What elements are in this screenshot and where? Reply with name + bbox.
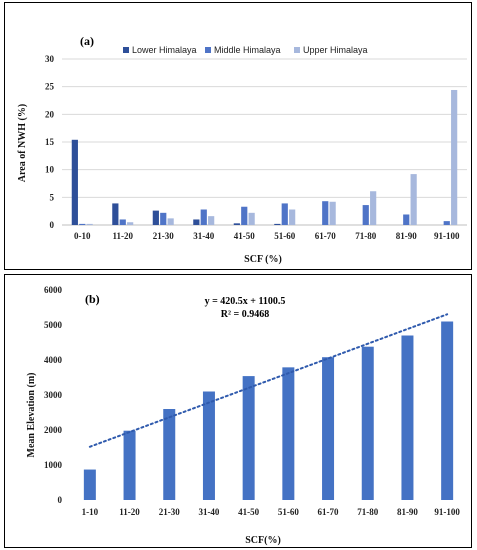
bar-upper-himalaya: [248, 212, 255, 225]
bar-middle-himalaya: [79, 223, 86, 225]
trendline: [88, 313, 449, 448]
y-tick-label-a: 5: [50, 192, 55, 202]
x-tick-label-a: 31-40: [193, 231, 214, 241]
x-tick-label-b: 31-40: [198, 507, 219, 517]
x-tick-label-b: 41-50: [238, 507, 259, 517]
y-axis-title-b: Mean Elevation (m): [26, 373, 37, 458]
x-tick-label-a: 51-60: [274, 231, 295, 241]
bar-upper-himalaya: [167, 218, 174, 225]
y-tick-label-b: 3000: [44, 390, 63, 400]
bar-upper-himalaya: [127, 222, 134, 225]
legend-swatch: [205, 47, 211, 53]
chart-b-svg: (b) Mean Elevation (m) SCF(%) y = 420.5x…: [26, 285, 460, 546]
legend-swatch: [294, 47, 300, 53]
r-squared-label: R² = 0.9468: [221, 309, 269, 320]
bar-mean-elevation: [441, 321, 454, 500]
chart-panel-b: (b) Mean Elevation (m) SCF(%) y = 420.5x…: [4, 274, 472, 548]
bar-mean-elevation: [163, 409, 176, 500]
bar-middle-himalaya: [119, 219, 126, 225]
y-tick-label-a: 30: [45, 54, 55, 64]
bar-mean-elevation: [282, 367, 295, 500]
x-tick-label-b: 1-10: [82, 507, 99, 517]
x-tick-label-a: 61-70: [315, 231, 336, 241]
y-tick-label-b: 1000: [44, 460, 63, 470]
y-tick-label-b: 0: [58, 495, 63, 505]
bar-upper-himalaya: [451, 89, 458, 225]
bar-mean-elevation: [123, 430, 136, 500]
y-tick-label-a: 10: [45, 165, 55, 175]
bar-middle-himalaya: [241, 206, 248, 225]
x-axis-title-b: SCF(%): [245, 535, 281, 546]
y-axis-title-a: Area of NWH (%): [17, 104, 28, 182]
x-tick-label-a: 0-10: [74, 231, 91, 241]
bar-middle-himalaya: [322, 201, 329, 225]
y-tick-label-b: 4000: [44, 355, 63, 365]
y-tick-label-b: 5000: [44, 320, 63, 330]
bar-upper-himalaya: [410, 174, 417, 225]
bar-lower-himalaya: [233, 223, 240, 225]
x-tick-label-b: 21-30: [159, 507, 180, 517]
x-tick-label-a: 41-50: [234, 231, 255, 241]
bar-middle-himalaya: [281, 203, 288, 225]
bar-upper-himalaya: [86, 223, 93, 225]
bar-lower-himalaya: [112, 203, 119, 225]
bar-lower-himalaya: [274, 223, 281, 225]
legend-swatch: [123, 47, 129, 53]
bar-mean-elevation: [401, 335, 414, 500]
bar-lower-himalaya: [152, 210, 159, 225]
y-tick-label-b: 6000: [44, 285, 63, 295]
bar-mean-elevation: [83, 469, 96, 500]
y-tick-label-a: 15: [45, 137, 55, 147]
x-tick-label-b: 81-90: [397, 507, 418, 517]
bar-middle-himalaya: [200, 209, 207, 225]
x-tick-label-a: 21-30: [153, 231, 174, 241]
bar-middle-himalaya: [160, 212, 167, 225]
x-tick-label-a: 81-90: [396, 231, 417, 241]
legend-a: Lower Himalaya Middle Himalaya Upper Himal…: [123, 45, 368, 55]
x-tick-label-b: 11-20: [119, 507, 140, 517]
bar-mean-elevation: [242, 376, 255, 500]
legend-entry: Lower Himalaya: [132, 45, 197, 55]
panel-label-a: (a): [80, 34, 94, 48]
x-tick-label-a: 11-20: [112, 231, 133, 241]
x-axis-title-a: SCF (%): [244, 254, 282, 265]
bar-middle-himalaya: [362, 205, 369, 225]
x-tick-label-a: 71-80: [355, 231, 376, 241]
bar-lower-himalaya: [193, 219, 200, 225]
bar-upper-himalaya: [329, 201, 336, 225]
bar-upper-himalaya: [289, 209, 296, 225]
bar-mean-elevation: [361, 346, 374, 500]
bar-upper-himalaya: [370, 191, 377, 225]
chart-panel-a: (a) Area of NWH (%) SCF (%) Lower Himala…: [4, 2, 472, 270]
x-tick-label-a: 91-100: [434, 231, 460, 241]
legend-entry: Middle Himalaya: [214, 45, 281, 55]
bar-middle-himalaya: [403, 214, 410, 225]
x-tick-label-b: 91-100: [434, 507, 460, 517]
bar-mean-elevation: [322, 357, 335, 500]
trendline-equation: y = 420.5x + 1100.5: [205, 296, 286, 307]
bar-upper-himalaya: [208, 216, 215, 225]
bar-mean-elevation: [202, 391, 215, 500]
y-tick-label-a: 20: [45, 109, 55, 119]
chart-a-svg: (a) Area of NWH (%) SCF (%) Lower Himala…: [17, 34, 467, 265]
bar-middle-himalaya: [443, 221, 450, 225]
x-tick-label-b: 51-60: [278, 507, 299, 517]
bar-lower-himalaya: [71, 139, 78, 225]
panel-label-b: (b): [85, 292, 100, 306]
y-tick-label-b: 2000: [44, 425, 63, 435]
y-tick-label-a: 0: [50, 220, 55, 230]
y-tick-label-a: 25: [45, 82, 55, 92]
legend-entry: Upper Himalaya: [303, 45, 368, 55]
x-tick-label-b: 61-70: [318, 507, 339, 517]
x-tick-label-b: 71-80: [357, 507, 378, 517]
